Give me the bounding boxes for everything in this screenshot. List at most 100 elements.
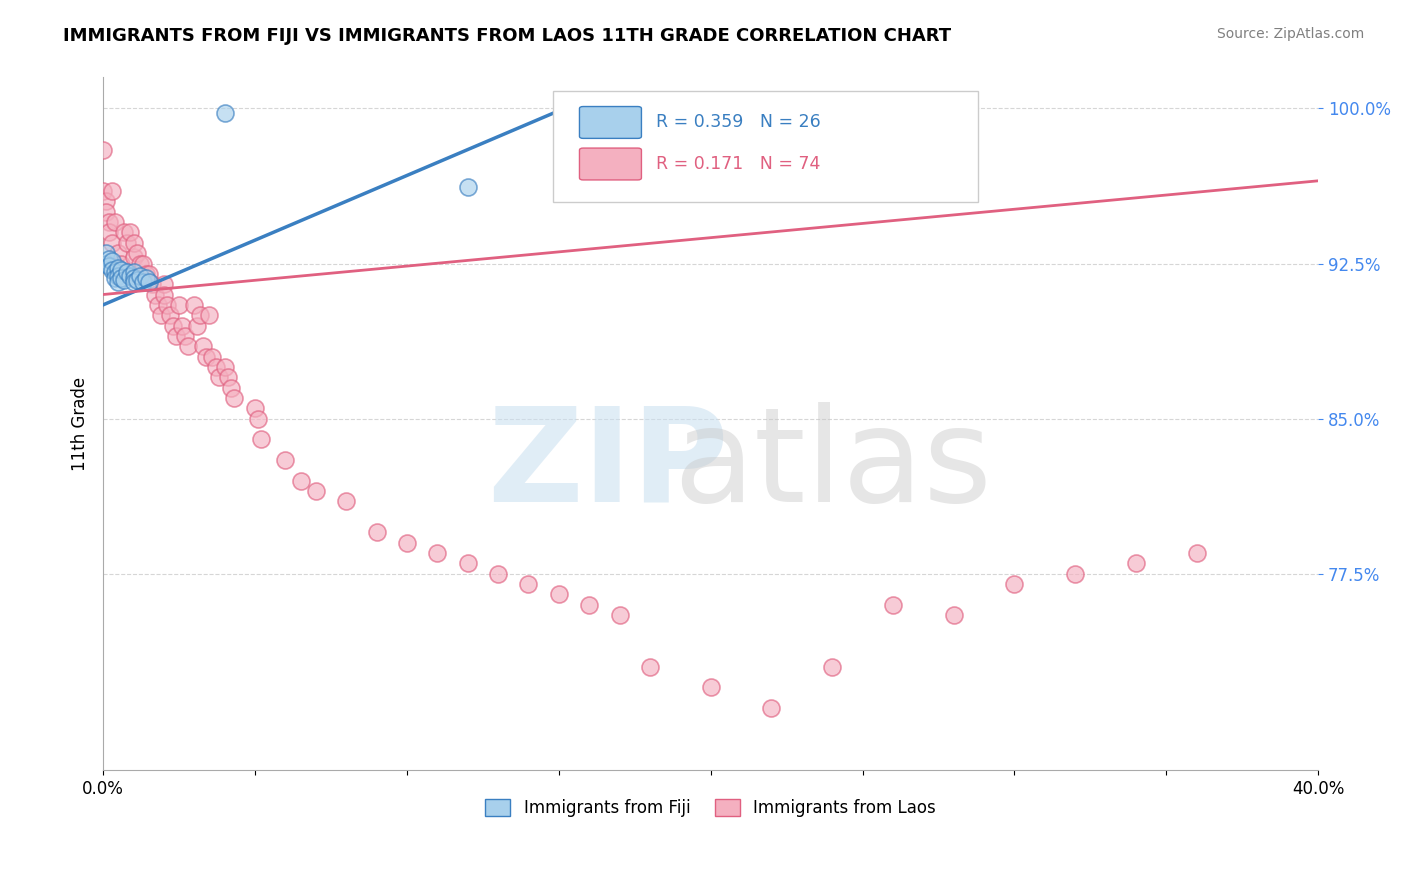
Point xyxy=(107,260,129,275)
Point xyxy=(120,268,142,283)
Point xyxy=(125,273,148,287)
Point xyxy=(195,350,218,364)
Point xyxy=(149,308,172,322)
Point xyxy=(305,483,328,498)
Point xyxy=(217,370,239,384)
Point xyxy=(638,659,661,673)
Point xyxy=(98,215,121,229)
Point xyxy=(146,298,169,312)
Point xyxy=(110,256,132,270)
Point xyxy=(98,259,121,273)
Point xyxy=(290,474,312,488)
Point xyxy=(104,271,127,285)
Point xyxy=(138,267,160,281)
Text: atlas: atlas xyxy=(672,401,991,529)
Point xyxy=(186,318,208,333)
Point xyxy=(222,391,245,405)
Point xyxy=(122,265,145,279)
Point xyxy=(128,268,150,283)
Point xyxy=(153,287,176,301)
Point xyxy=(131,256,153,270)
Point xyxy=(174,329,197,343)
Point xyxy=(457,180,479,194)
Point xyxy=(91,143,114,157)
Point xyxy=(96,204,118,219)
Point xyxy=(172,318,194,333)
FancyBboxPatch shape xyxy=(553,91,979,202)
Point xyxy=(250,432,273,446)
Point xyxy=(821,659,844,673)
FancyBboxPatch shape xyxy=(579,148,641,180)
Point xyxy=(165,329,187,343)
Point xyxy=(135,271,157,285)
Point xyxy=(122,250,145,264)
Point xyxy=(214,359,236,374)
Point xyxy=(942,607,965,622)
Point xyxy=(486,566,509,581)
Text: R = 0.359   N = 26: R = 0.359 N = 26 xyxy=(657,113,821,131)
Point xyxy=(1004,577,1026,591)
Point xyxy=(101,262,124,277)
Point xyxy=(131,275,153,289)
Point xyxy=(122,235,145,250)
Text: Source: ZipAtlas.com: Source: ZipAtlas.com xyxy=(1216,27,1364,41)
Point xyxy=(138,275,160,289)
Point xyxy=(107,275,129,289)
Point xyxy=(699,681,721,695)
Point xyxy=(201,350,224,364)
Point xyxy=(110,271,132,285)
Point xyxy=(101,235,124,250)
Point xyxy=(162,318,184,333)
Point xyxy=(578,598,600,612)
Point xyxy=(243,401,266,416)
Point xyxy=(104,215,127,229)
Point xyxy=(247,411,270,425)
Point xyxy=(159,308,181,322)
Point xyxy=(188,308,211,322)
Point xyxy=(274,453,297,467)
Point xyxy=(609,607,631,622)
Text: R = 0.171   N = 74: R = 0.171 N = 74 xyxy=(657,155,820,173)
Point xyxy=(96,256,118,270)
Point xyxy=(198,308,221,322)
Point xyxy=(117,235,139,250)
Point xyxy=(214,105,236,120)
Point xyxy=(98,226,121,240)
Text: IMMIGRANTS FROM FIJI VS IMMIGRANTS FROM LAOS 11TH GRADE CORRELATION CHART: IMMIGRANTS FROM FIJI VS IMMIGRANTS FROM … xyxy=(63,27,952,45)
Point xyxy=(141,277,163,292)
Point xyxy=(143,287,166,301)
Point xyxy=(117,265,139,279)
Point xyxy=(104,265,127,279)
Point xyxy=(107,246,129,260)
Y-axis label: 11th Grade: 11th Grade xyxy=(72,376,89,471)
Point xyxy=(153,277,176,292)
Point xyxy=(101,184,124,198)
Point xyxy=(219,380,242,394)
Point xyxy=(156,298,179,312)
Point xyxy=(135,267,157,281)
Point xyxy=(128,256,150,270)
Point xyxy=(183,298,205,312)
Point xyxy=(96,246,118,260)
Point xyxy=(120,226,142,240)
Point xyxy=(1064,566,1087,581)
Point xyxy=(1125,556,1147,570)
Point xyxy=(204,359,226,374)
Point xyxy=(335,494,357,508)
Text: ZIP: ZIP xyxy=(486,401,728,529)
Point xyxy=(101,254,124,268)
FancyBboxPatch shape xyxy=(579,106,641,138)
Point xyxy=(112,273,135,287)
Point xyxy=(122,275,145,289)
Point xyxy=(1185,546,1208,560)
Point xyxy=(96,194,118,209)
Point xyxy=(91,184,114,198)
Point xyxy=(426,546,449,560)
Point xyxy=(366,525,388,540)
Point xyxy=(193,339,215,353)
Point xyxy=(125,246,148,260)
Point xyxy=(761,701,783,715)
Point xyxy=(177,339,200,353)
Point xyxy=(882,598,904,612)
Point xyxy=(547,587,569,601)
